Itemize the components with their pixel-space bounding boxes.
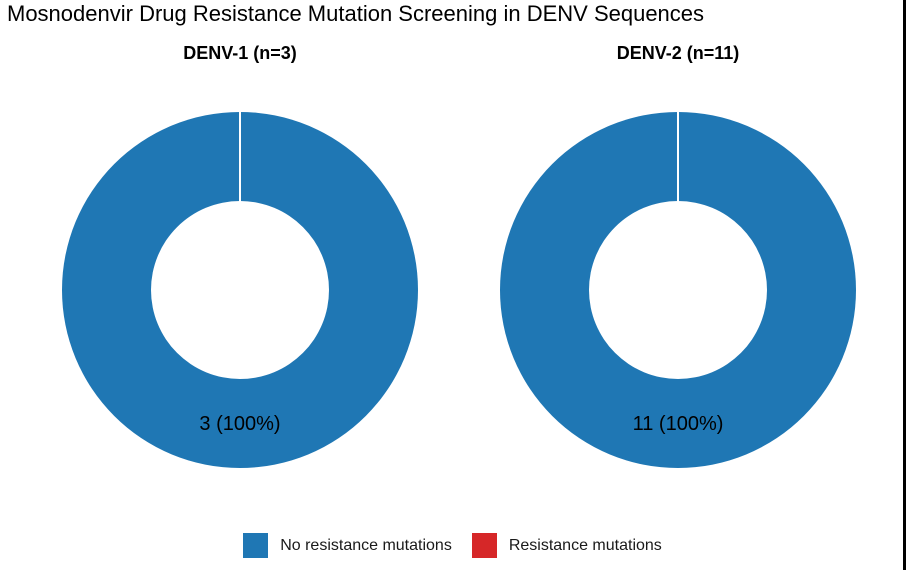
window-edge-line <box>903 0 906 570</box>
donut-chart-denv1: 3 (100%) <box>62 112 418 468</box>
legend-swatch-resistance <box>471 533 497 558</box>
chart-title-denv2: DENV-2 (n=11) <box>616 43 740 63</box>
donut-hole <box>589 201 767 379</box>
legend-item-no-resistance: No resistance mutations <box>243 533 452 558</box>
donut-chart-denv2: 11 (100%) <box>500 112 856 468</box>
legend-label-no-resistance: No resistance mutations <box>280 536 452 554</box>
wedge-boundary-line <box>239 112 241 202</box>
chart-title-denv1: DENV-1 (n=3) <box>183 43 297 63</box>
figure-title: Mosnodenvir Drug Resistance Mutation Scr… <box>7 1 705 26</box>
slice-annotation-denv1: 3 (100%) <box>199 413 281 435</box>
slice-annotation-denv2: 11 (100%) <box>632 413 724 435</box>
legend-label-resistance: Resistance mutations <box>508 536 662 554</box>
legend-swatch-no-resistance <box>243 533 269 558</box>
donut-hole <box>151 201 329 379</box>
wedge-boundary-line <box>677 112 679 202</box>
legend-item-resistance: Resistance mutations <box>471 533 662 558</box>
legend: No resistance mutations Resistance mutat… <box>0 533 905 558</box>
